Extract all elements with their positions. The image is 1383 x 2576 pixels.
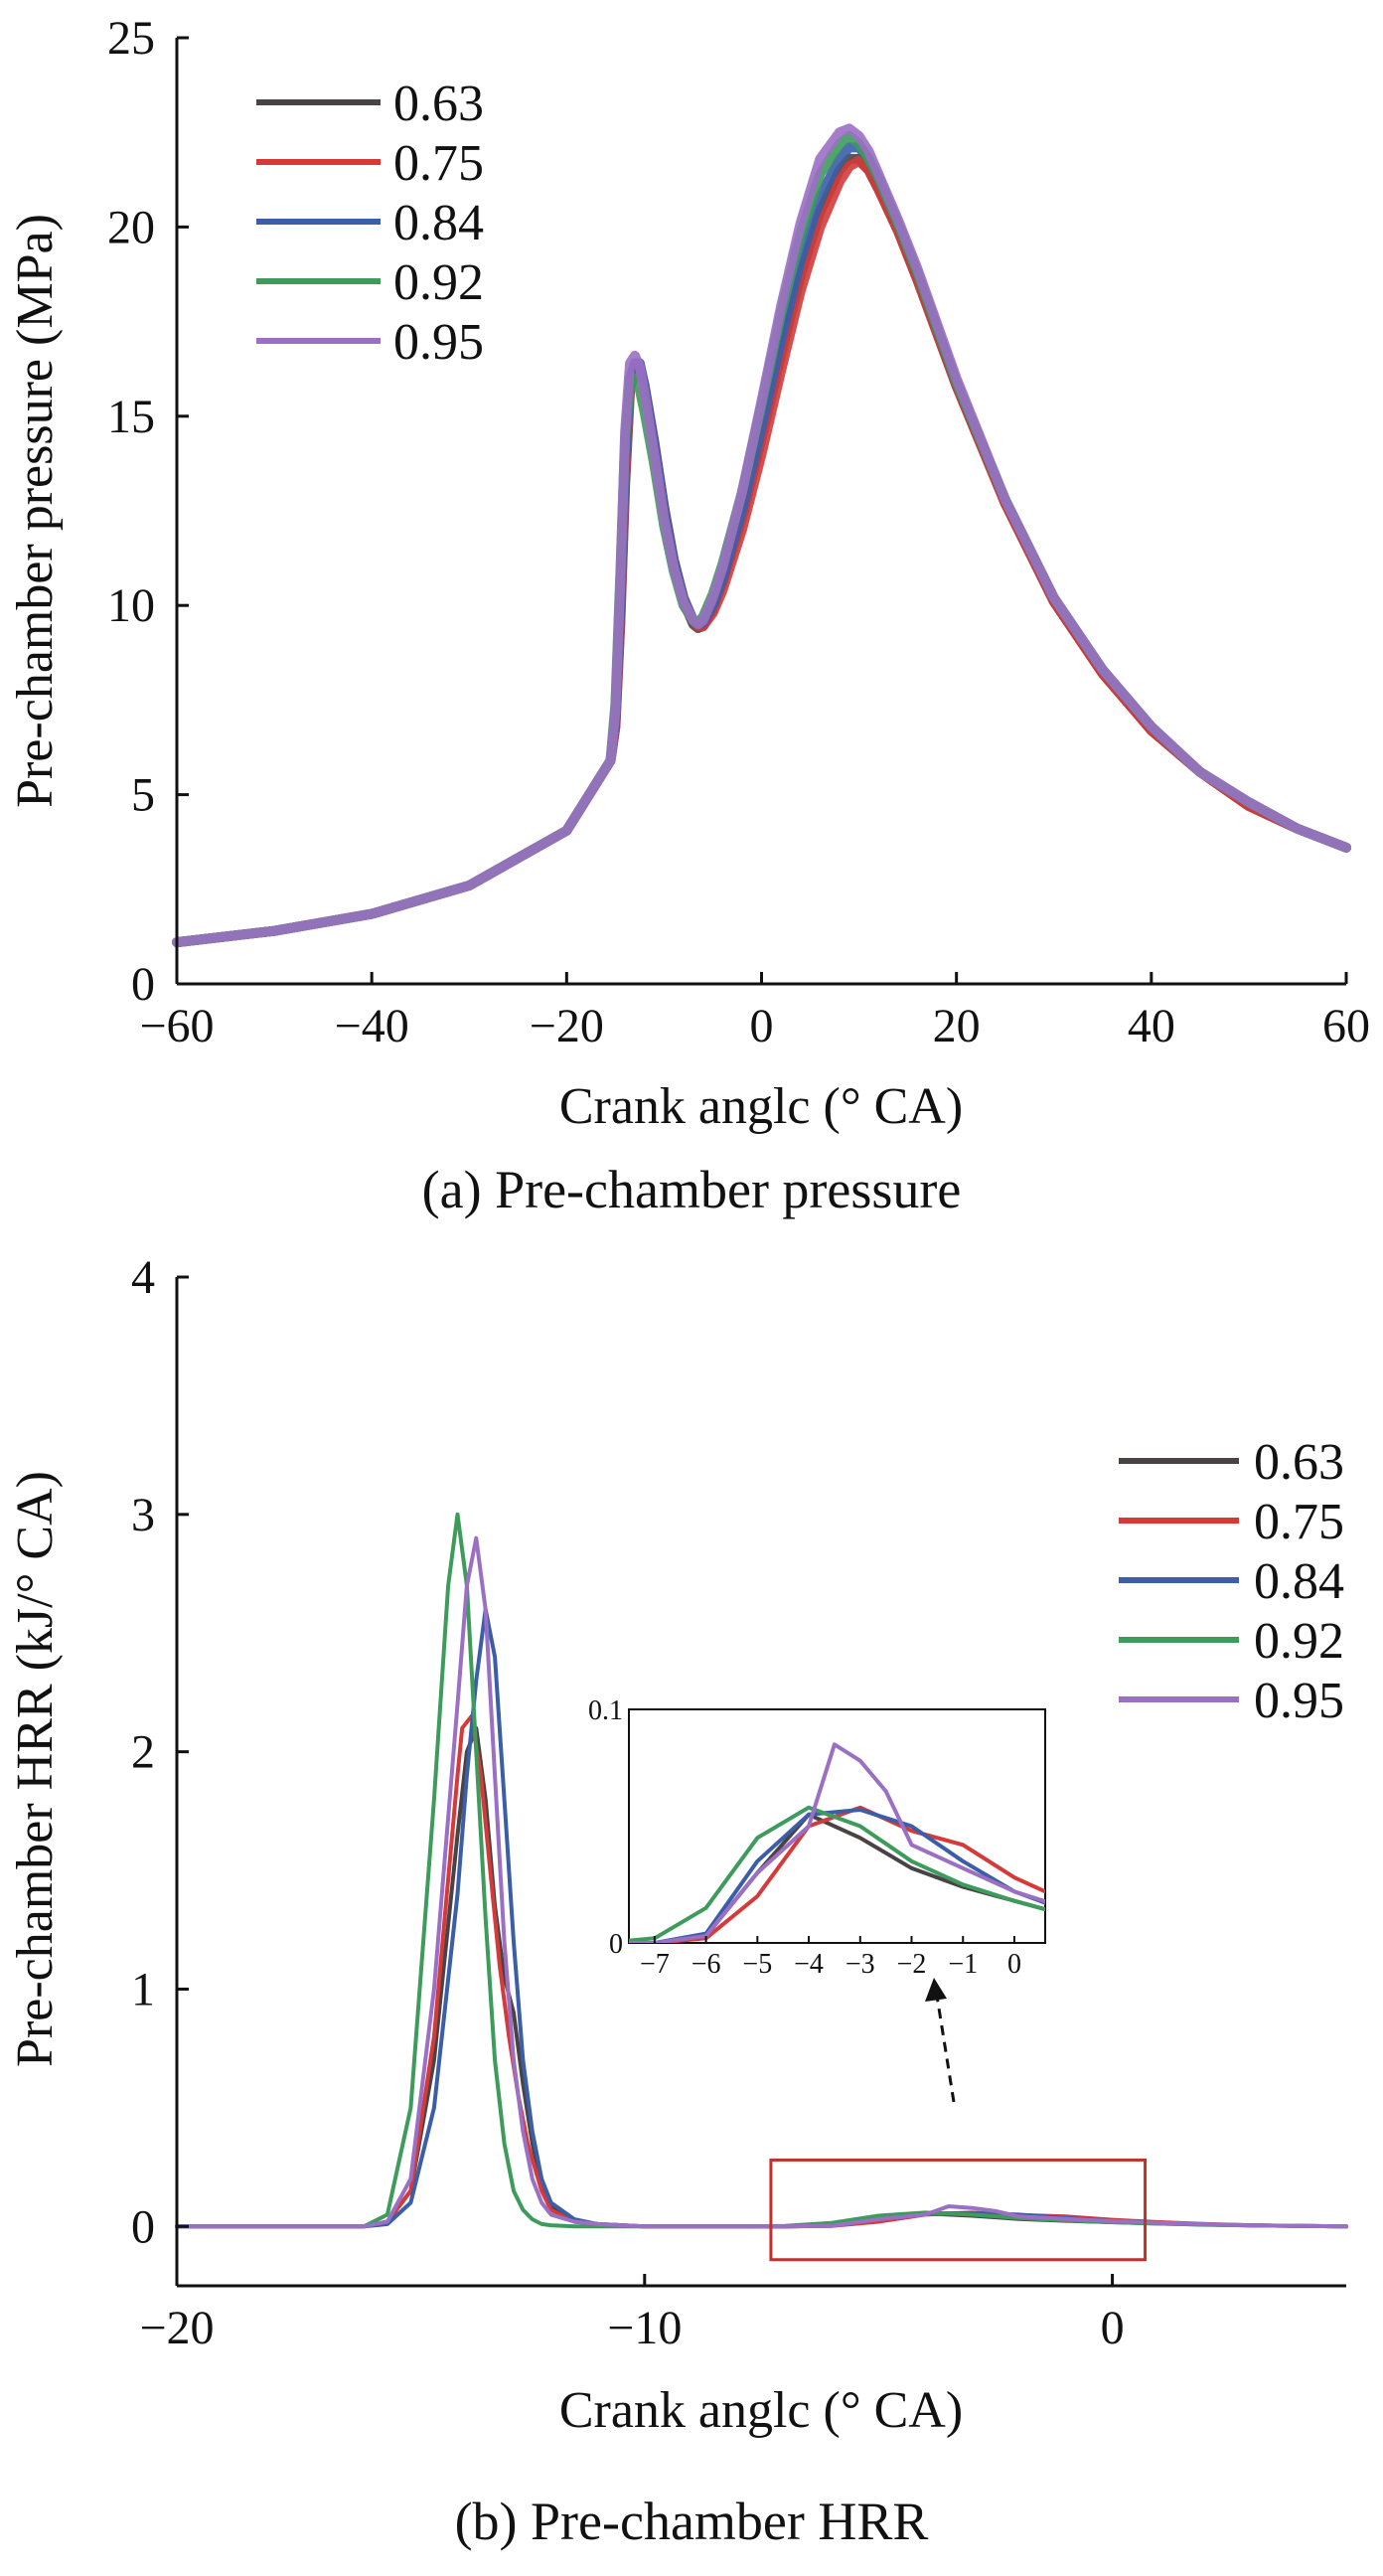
pressure-y-tick-label: 5 [131,769,155,822]
hrr-y-tick-label: 0 [131,2200,155,2253]
inset-x-tick-label: −7 [640,1949,670,1980]
inset-chart: −7 −6 −5 −4 −3 −2 −1 0 0 0.1 [588,1695,1046,1980]
zoom-arrow-head [925,1978,947,2002]
hrr-legend: 0.630.750.840.920.95 [1119,1434,1344,1729]
inset-x-tick-label: −6 [692,1949,721,1980]
pressure-x-axis-title: Crank anglc (° CA) [559,1078,963,1135]
pressure-legend-label: 0.63 [393,76,484,132]
inset-x-tick-label: −1 [948,1949,978,1980]
pressure-y-tick-label: 10 [107,579,155,632]
pressure-y-tick-label: 25 [107,12,155,65]
inset-series-line-0.95 [629,1742,1045,1943]
pressure-x-tick-label: 60 [1322,1000,1370,1052]
hrr-legend-label: 0.95 [1254,1673,1344,1729]
pressure-x-tick-label: 40 [1128,1000,1175,1052]
pressure-x-tick-label: −20 [530,1000,604,1052]
zoom-region-box [769,2158,1148,2262]
pressure-series-line-0.92 [172,131,1351,948]
pressure-x-tick-label: −60 [139,1000,214,1052]
pressure-x-tick-label: −40 [335,1000,409,1052]
pressure-legend: 0.630.750.840.920.95 [256,76,484,371]
pressure-series-line-0.84 [172,142,1351,948]
inset-y-tick-label: 0.1 [588,1695,623,1726]
pressure-series-group [172,123,1351,948]
hrr-legend-label: 0.92 [1254,1613,1344,1670]
inset-series-group [629,1742,1045,1943]
inset-series-line-0.92 [629,1805,1045,1943]
pressure-ticks: −60 −40 −20 0 20 40 60 0 5 10 15 20 25 [107,12,1370,1052]
inset-x-tick-label: −5 [742,1949,772,1980]
pressure-x-tick-label: 0 [750,1000,774,1052]
chart-pressure: −60 −40 −20 0 20 40 60 0 5 10 15 20 25 Crank anglc (… [7,12,1370,1219]
hrr-y-tick-label: 1 [131,1963,155,2015]
zoom-arrow [935,1995,956,2103]
hrr-y-tick-label: 3 [131,1489,155,1541]
hrr-caption: (b) Pre-chamber HRR [455,2492,929,2551]
hrr-y-tick-label: 4 [131,1251,155,1304]
hrr-legend-label: 0.75 [1254,1494,1344,1550]
inset-y-tick-label: 0 [609,1929,623,1960]
hrr-y-tick-label: 2 [131,1726,155,1779]
hrr-series-group [175,1512,1348,2229]
pressure-legend-label: 0.95 [393,314,484,371]
hrr-legend-label: 0.63 [1254,1434,1344,1491]
hrr-legend-label: 0.84 [1254,1553,1344,1610]
hrr-y-axis-title: Pre-chamber HRR (kJ/° CA) [7,1471,64,2067]
pressure-x-tick-label: 20 [933,1000,981,1052]
pressure-series-line-0.95 [172,123,1351,948]
hrr-x-tick-label: 0 [1101,2302,1125,2354]
hrr-series-line-0.95 [175,1535,1348,2229]
pressure-y-tick-label: 20 [107,201,155,253]
inset-x-tick-label: −2 [897,1949,927,1980]
pressure-series-line-0.75 [172,155,1351,948]
pressure-y-tick-label: 15 [107,391,155,443]
pressure-legend-label: 0.84 [393,195,484,251]
hrr-x-tick-label: −20 [139,2302,214,2354]
pressure-legend-label: 0.92 [393,254,484,311]
inset-x-tick-label: 0 [1007,1949,1021,1980]
hrr-x-axis-title: Crank anglc (° CA) [559,2382,963,2439]
pressure-y-tick-label: 0 [131,958,155,1011]
hrr-x-tick-label: −10 [607,2302,682,2354]
pressure-y-axis-title: Pre-chamber pressure (MPa) [7,214,64,808]
inset-x-tick-label: −3 [845,1949,875,1980]
pressure-caption: (a) Pre-chamber pressure [422,1160,962,1219]
inset-x-tick-label: −4 [794,1949,824,1980]
pressure-series-line-0.63 [172,153,1351,948]
pressure-legend-label: 0.75 [393,135,484,192]
